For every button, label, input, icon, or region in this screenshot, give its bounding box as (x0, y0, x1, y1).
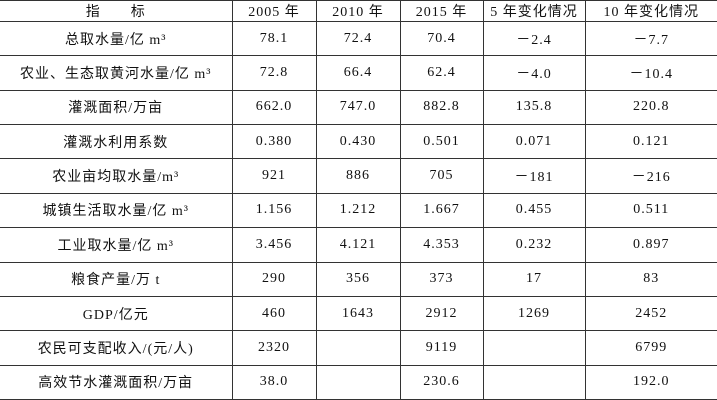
table-cell: 2452 (584, 295, 717, 332)
row-label: 农民可支配收入/(元/人) (0, 330, 233, 366)
table-cell: 72.8 (231, 55, 317, 91)
table-cell: 0.380 (231, 124, 317, 160)
table-row: 灌溉水利用系数 0.380 0.430 0.501 0.071 0.121 (0, 124, 717, 160)
table-cell: 4.353 (399, 227, 484, 263)
table-row: 农业亩均取水量/m³ 921 886 705 －181 －216 (0, 158, 717, 194)
header-cell: 2010 年 (315, 0, 401, 22)
table-cell: 17 (482, 261, 586, 297)
table-cell: 220.8 (584, 89, 717, 126)
table-cell: 0.501 (399, 124, 484, 160)
table-cell: 886 (315, 158, 401, 194)
table-cell: 66.4 (315, 55, 401, 91)
table-cell: 0.897 (584, 227, 717, 263)
row-label: 灌溉面积/万亩 (0, 89, 233, 126)
table-cell: 62.4 (399, 55, 484, 91)
table-cell: 0.511 (584, 192, 717, 229)
table-cell: 3.456 (231, 227, 317, 263)
header-cell: 指 标 (0, 0, 233, 22)
table-cell: 290 (231, 261, 317, 297)
table-cell: 0.071 (482, 124, 586, 160)
table-cell: 83 (584, 261, 717, 297)
table-cell: 0.455 (482, 192, 586, 229)
table-row: 农业、生态取黄河水量/亿 m³ 72.8 66.4 62.4 －4.0 －10.4 (0, 55, 717, 91)
table-cell: 9119 (399, 330, 484, 366)
table-cell (315, 330, 401, 366)
table-cell: 70.4 (399, 20, 484, 57)
table-row: 灌溉面积/万亩 662.0 747.0 882.8 135.8 220.8 (0, 89, 717, 126)
table-cell: 0.121 (584, 124, 717, 160)
table-cell: 135.8 (482, 89, 586, 126)
table-cell: 0.430 (315, 124, 401, 160)
row-label: 农业亩均取水量/m³ (0, 158, 233, 194)
table-cell (482, 364, 586, 400)
table-cell: 1.212 (315, 192, 401, 229)
table-cell: 662.0 (231, 89, 317, 126)
table-row: 总取水量/亿 m³ 78.1 72.4 70.4 －2.4 －7.7 (0, 20, 717, 57)
table-row: 工业取水量/亿 m³ 3.456 4.121 4.353 0.232 0.897 (0, 227, 717, 263)
table-row: GDP/亿元 460 1643 2912 1269 2452 (0, 295, 717, 332)
table-row: 农民可支配收入/(元/人) 2320 9119 6799 (0, 330, 717, 366)
table-cell: 0.232 (482, 227, 586, 263)
table-cell (482, 330, 586, 366)
table-row: 粮食产量/万 t 290 356 373 17 83 (0, 261, 717, 297)
table-cell: 921 (231, 158, 317, 194)
table-cell: －4.0 (482, 55, 586, 91)
table-cell: 192.0 (584, 364, 717, 400)
table-cell: －10.4 (584, 55, 717, 91)
table-cell: 38.0 (231, 364, 317, 400)
table-row: 城镇生活取水量/亿 m³ 1.156 1.212 1.667 0.455 0.511 (0, 192, 717, 229)
table-cell: 2912 (399, 295, 484, 332)
row-label: 农业、生态取黄河水量/亿 m³ (0, 55, 233, 91)
row-label: 城镇生活取水量/亿 m³ (0, 192, 233, 229)
table-cell: 1.156 (231, 192, 317, 229)
row-label: 粮食产量/万 t (0, 261, 233, 297)
table-cell: －2.4 (482, 20, 586, 57)
table-cell: 6799 (584, 330, 717, 366)
table-cell: 1269 (482, 295, 586, 332)
header-cell: 2005 年 (231, 0, 317, 22)
table-cell: 747.0 (315, 89, 401, 126)
table-body: 总取水量/亿 m³ 78.1 72.4 70.4 －2.4 －7.7 农业、生态取黄河水量/… (0, 20, 717, 400)
table-cell: 230.6 (399, 364, 484, 400)
header-cell: 10 年变化情况 (584, 0, 717, 22)
table-cell: 2320 (231, 330, 317, 366)
table-cell: －216 (584, 158, 717, 194)
table-cell: 882.8 (399, 89, 484, 126)
table-cell: 72.4 (315, 20, 401, 57)
table-cell: －7.7 (584, 20, 717, 57)
table-cell (315, 364, 401, 400)
header-cell: 2015 年 (399, 0, 484, 22)
table-row: 高效节水灌溉面积/万亩 38.0 230.6 192.0 (0, 364, 717, 400)
row-label: 总取水量/亿 m³ (0, 20, 233, 57)
row-label: 高效节水灌溉面积/万亩 (0, 364, 233, 400)
row-label: 工业取水量/亿 m³ (0, 227, 233, 263)
table-cell: 78.1 (231, 20, 317, 57)
row-label: 灌溉水利用系数 (0, 124, 233, 160)
table-cell: 460 (231, 295, 317, 332)
table-cell: 4.121 (315, 227, 401, 263)
header-cell: 5 年变化情况 (482, 0, 586, 22)
table-cell: 356 (315, 261, 401, 297)
table-cell: 1643 (315, 295, 401, 332)
table-cell: 705 (399, 158, 484, 194)
table-cell: 373 (399, 261, 484, 297)
row-label: GDP/亿元 (0, 295, 233, 332)
table-cell: 1.667 (399, 192, 484, 229)
table-cell: －181 (482, 158, 586, 194)
